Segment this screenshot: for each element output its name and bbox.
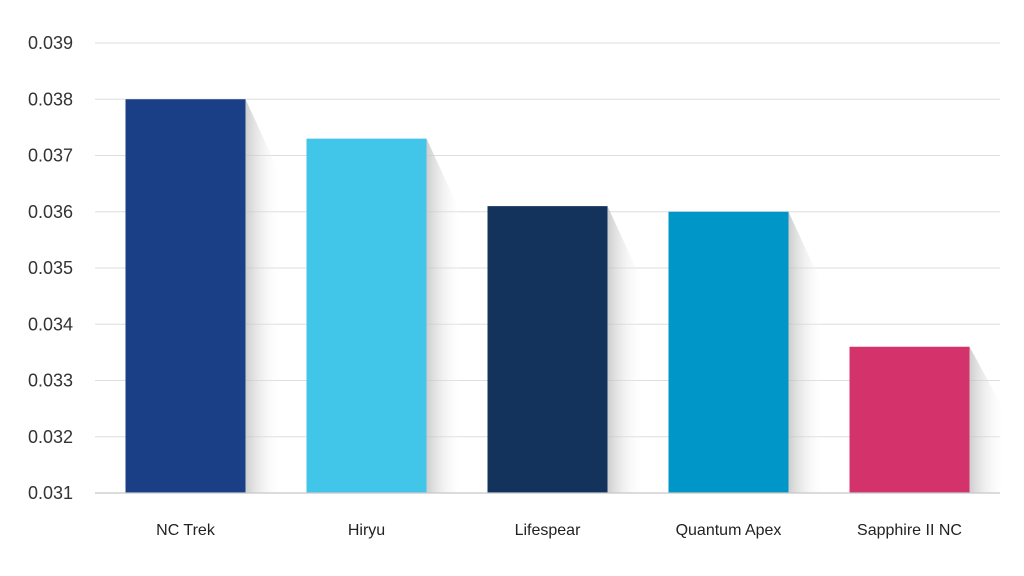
y-tick-label: 0.033: [28, 371, 73, 391]
bar-shadow: [788, 211, 825, 493]
bar-shadows: [245, 99, 1006, 493]
y-tick-label: 0.039: [28, 33, 73, 53]
y-tick-label: 0.034: [28, 314, 73, 334]
y-tick-label: 0.031: [28, 483, 73, 503]
y-tick-label: 0.038: [28, 89, 73, 109]
bars: [125, 99, 970, 493]
y-tick-label: 0.035: [28, 258, 73, 278]
bar-shadow: [607, 206, 644, 493]
bar-nc-trek: [125, 99, 246, 493]
x-tick-label: NC Trek: [156, 522, 216, 539]
bar-sapphire-ii-nc: [849, 346, 970, 493]
x-tick-label: Sapphire II NC: [857, 522, 962, 539]
x-axis: NC Trek Hiryu Lifespear Quantum Apex Sapphir…: [95, 492, 1000, 539]
y-tick-label: 0.032: [28, 427, 73, 447]
y-tick-label: 0.036: [28, 202, 73, 222]
bar-lifespear: [487, 206, 608, 493]
bar-hiryu: [306, 138, 427, 493]
y-tick-label: 0.037: [28, 146, 73, 166]
bar-shadow: [969, 346, 1006, 493]
x-tick-label: Quantum Apex: [676, 522, 782, 539]
bar-shadow: [426, 138, 463, 493]
bar-quantum-apex: [668, 211, 789, 493]
y-axis: 0.031 0.032 0.033 0.034 0.035 0.036 0.037 0.038…: [28, 33, 73, 503]
x-tick-label: Lifespear: [515, 522, 581, 539]
x-tick-label: Hiryu: [348, 522, 385, 539]
bar-shadow: [245, 99, 282, 493]
